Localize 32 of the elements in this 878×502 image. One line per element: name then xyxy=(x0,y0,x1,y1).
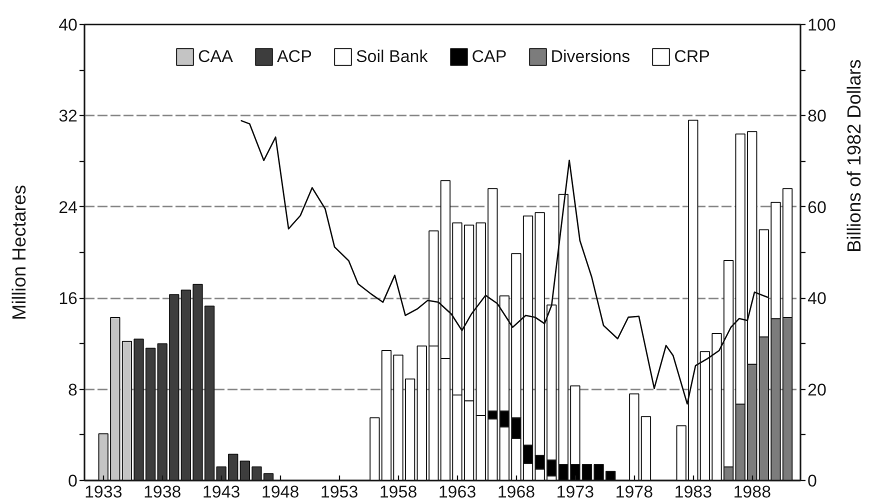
x-tick-label: 1958 xyxy=(379,482,418,502)
legend-label: CAP xyxy=(472,46,507,66)
x-tick-label: 1978 xyxy=(615,482,654,502)
x-tick-label: 1973 xyxy=(556,482,594,502)
x-tick-label: 1948 xyxy=(261,482,300,502)
y-tick-label: 8 xyxy=(68,380,78,400)
y2-tick-label: 60 xyxy=(808,198,826,217)
x-tick-label: 1988 xyxy=(733,482,772,502)
y-tick-label: 32 xyxy=(58,106,78,126)
y2-tick-label: 40 xyxy=(808,289,826,308)
x-tick-label: 1983 xyxy=(674,482,712,502)
y-tick-label: 24 xyxy=(58,198,78,217)
y2-tick-label: 100 xyxy=(808,16,836,34)
y-tick-label: 40 xyxy=(58,16,78,34)
y-axis-title: Million Hectares xyxy=(10,184,31,320)
legend-label: Soil Bank xyxy=(356,46,428,66)
x-tick-label: 1963 xyxy=(438,482,476,502)
x-tick-label: 1943 xyxy=(202,482,240,502)
legend-label: Diversions xyxy=(550,46,630,66)
x-tick-label: 1938 xyxy=(143,482,182,502)
y2-axis-title: Billions of 1982 Dollars xyxy=(844,59,866,252)
y-tick-label: 16 xyxy=(58,289,78,308)
y2-tick-label: 80 xyxy=(808,106,826,126)
y2-tick-label: 0 xyxy=(808,472,817,490)
legend-label: CAA xyxy=(198,46,233,66)
legend-label: CRP xyxy=(674,46,710,66)
x-tick-label: 1953 xyxy=(320,482,358,502)
legend-label: ACP xyxy=(276,46,312,66)
y2-tick-label: 20 xyxy=(808,380,826,400)
x-tick-label: 1933 xyxy=(84,482,122,502)
x-tick-label: 1968 xyxy=(497,482,536,502)
y-tick-label: 0 xyxy=(68,472,78,490)
